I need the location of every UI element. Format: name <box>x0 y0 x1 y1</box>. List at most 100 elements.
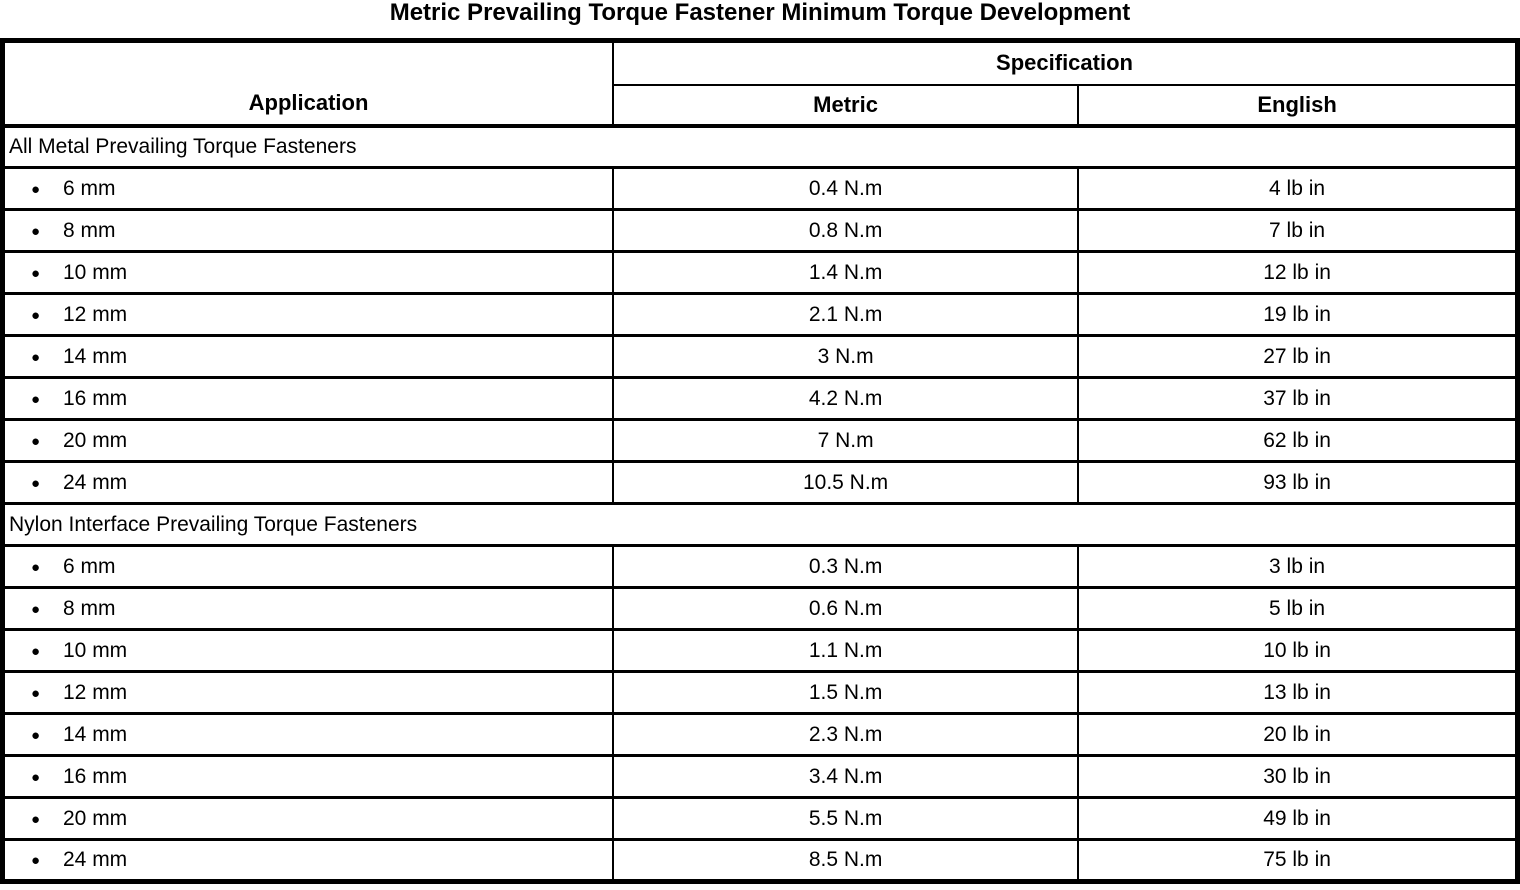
page-title: Metric Prevailing Torque Fastener Minimu… <box>389 0 1131 26</box>
table-row: ● 6 mm 0.3 N.m 3 lb in <box>1 544 1519 589</box>
column-header-english: English <box>1077 83 1519 128</box>
english-value-cell: 13 lb in <box>1077 670 1519 715</box>
section-header-row: Nylon Interface Prevailing Torque Fasten… <box>1 502 1519 547</box>
application-label: 6 mm <box>63 176 116 200</box>
metric-value-cell: 0.6 N.m <box>612 586 1080 631</box>
application-cell: ● 8 mm <box>1 586 615 631</box>
application-cell: ● 20 mm <box>1 796 615 841</box>
metric-value-cell: 0.4 N.m <box>612 166 1080 211</box>
header-row-units: Metric English <box>3 83 1519 128</box>
table-row: ● 14 mm 3 N.m 27 lb in <box>1 334 1519 379</box>
metric-value-cell: 3.4 N.m <box>612 754 1080 799</box>
bullet-icon: ● <box>31 810 41 828</box>
section-title-all-metal: All Metal Prevailing Torque Fasteners <box>1 124 1519 169</box>
metric-value-cell: 2.1 N.m <box>612 292 1080 337</box>
application-label: 20 mm <box>63 806 128 830</box>
english-value-cell: 5 lb in <box>1077 586 1519 631</box>
english-value-cell: 7 lb in <box>1077 208 1519 253</box>
table-row: ● 12 mm 1.5 N.m 13 lb in <box>1 670 1519 715</box>
table-row: ● 16 mm 3.4 N.m 30 lb in <box>1 754 1519 799</box>
metric-value-cell: 8.5 N.m <box>612 838 1080 883</box>
application-cell: ● 10 mm <box>1 628 615 673</box>
application-label: 10 mm <box>63 638 128 662</box>
application-cell: ● 12 mm <box>1 292 615 337</box>
metric-value-cell: 1.5 N.m <box>612 670 1080 715</box>
english-value-cell: 3 lb in <box>1077 544 1519 589</box>
english-value-cell: 62 lb in <box>1077 418 1519 463</box>
metric-value-cell: 1.4 N.m <box>612 250 1080 295</box>
table-row: ● 6 mm 0.4 N.m 4 lb in <box>1 166 1519 211</box>
application-label: 12 mm <box>63 680 128 704</box>
application-cell: ● 10 mm <box>1 250 615 295</box>
torque-spec-table: Application Specification Metric English… <box>0 38 1520 884</box>
application-cell: ● 6 mm <box>1 544 615 589</box>
application-label: 14 mm <box>63 722 128 746</box>
application-label: 20 mm <box>63 428 128 452</box>
bullet-icon: ● <box>31 390 41 408</box>
application-label: 16 mm <box>63 386 128 410</box>
application-label: 24 mm <box>63 848 128 871</box>
bullet-icon: ● <box>31 264 41 282</box>
bullet-icon: ● <box>31 558 41 576</box>
english-value-cell: 10 lb in <box>1077 628 1519 673</box>
english-value-cell: 75 lb in <box>1077 838 1519 883</box>
bullet-icon: ● <box>31 852 41 869</box>
table-row: ● 8 mm 0.6 N.m 5 lb in <box>1 586 1519 631</box>
application-label: 10 mm <box>63 260 128 284</box>
table-row: ● 16 mm 4.2 N.m 37 lb in <box>1 376 1519 421</box>
metric-value-cell: 5.5 N.m <box>612 796 1080 841</box>
english-value-cell: 20 lb in <box>1077 712 1519 757</box>
metric-value-cell: 7 N.m <box>612 418 1080 463</box>
table-row: ● 10 mm 1.4 N.m 12 lb in <box>1 250 1519 295</box>
application-cell: ● 14 mm <box>1 712 615 757</box>
english-value-cell: 37 lb in <box>1077 376 1519 421</box>
english-value-cell: 4 lb in <box>1077 166 1519 211</box>
table-row: ● 20 mm 7 N.m 62 lb in <box>1 418 1519 463</box>
bullet-icon: ● <box>31 306 41 324</box>
application-label: 14 mm <box>63 344 128 368</box>
english-value-cell: 30 lb in <box>1077 754 1519 799</box>
english-value-cell: 19 lb in <box>1077 292 1519 337</box>
application-label: 24 mm <box>63 470 128 494</box>
application-cell: ● 6 mm <box>1 166 615 211</box>
bullet-icon: ● <box>31 600 41 618</box>
application-cell: ● 24 mm <box>1 838 615 883</box>
english-value-cell: 27 lb in <box>1077 334 1519 379</box>
header-row-specification: Application Specification <box>1 39 1519 128</box>
metric-value-cell: 2.3 N.m <box>612 712 1080 757</box>
application-cell: ● 14 mm <box>1 334 615 379</box>
application-label: 12 mm <box>63 302 128 326</box>
application-cell: ● 20 mm <box>1 418 615 463</box>
column-header-specification: Specification <box>612 39 1519 86</box>
metric-value-cell: 0.8 N.m <box>612 208 1080 253</box>
table-row: ● 12 mm 2.1 N.m 19 lb in <box>1 292 1519 337</box>
table-row: ● 24 mm 10.5 N.m 93 lb in <box>1 460 1519 505</box>
metric-value-cell: 10.5 N.m <box>612 460 1080 505</box>
bullet-icon: ● <box>31 180 41 198</box>
application-label: 8 mm <box>63 218 116 242</box>
bullet-icon: ● <box>31 474 41 492</box>
metric-value-cell: 1.1 N.m <box>612 628 1080 673</box>
bullet-icon: ● <box>31 348 41 366</box>
metric-value-cell: 4.2 N.m <box>612 376 1080 421</box>
application-cell: ● 12 mm <box>1 670 615 715</box>
application-cell: ● 16 mm <box>1 754 615 799</box>
application-label: 8 mm <box>63 596 116 620</box>
table-row: ● 14 mm 2.3 N.m 20 lb in <box>1 712 1519 757</box>
english-value-cell: 12 lb in <box>1077 250 1519 295</box>
application-label: 6 mm <box>63 554 116 578</box>
application-cell: ● 16 mm <box>1 376 615 421</box>
table-row: ● 20 mm 5.5 N.m 49 lb in <box>1 796 1519 841</box>
english-value-cell: 49 lb in <box>1077 796 1519 841</box>
english-value-cell: 93 lb in <box>1077 460 1519 505</box>
application-label: 16 mm <box>63 764 128 788</box>
bullet-icon: ● <box>31 642 41 660</box>
bullet-icon: ● <box>31 768 41 786</box>
table-row: ● 8 mm 0.8 N.m 7 lb in <box>1 208 1519 253</box>
section-title-nylon-interface: Nylon Interface Prevailing Torque Fasten… <box>1 502 1519 547</box>
application-cell: ● 8 mm <box>1 208 615 253</box>
bullet-icon: ● <box>31 726 41 744</box>
metric-value-cell: 3 N.m <box>612 334 1080 379</box>
bullet-icon: ● <box>31 222 41 240</box>
application-cell: ● 24 mm <box>1 460 615 505</box>
